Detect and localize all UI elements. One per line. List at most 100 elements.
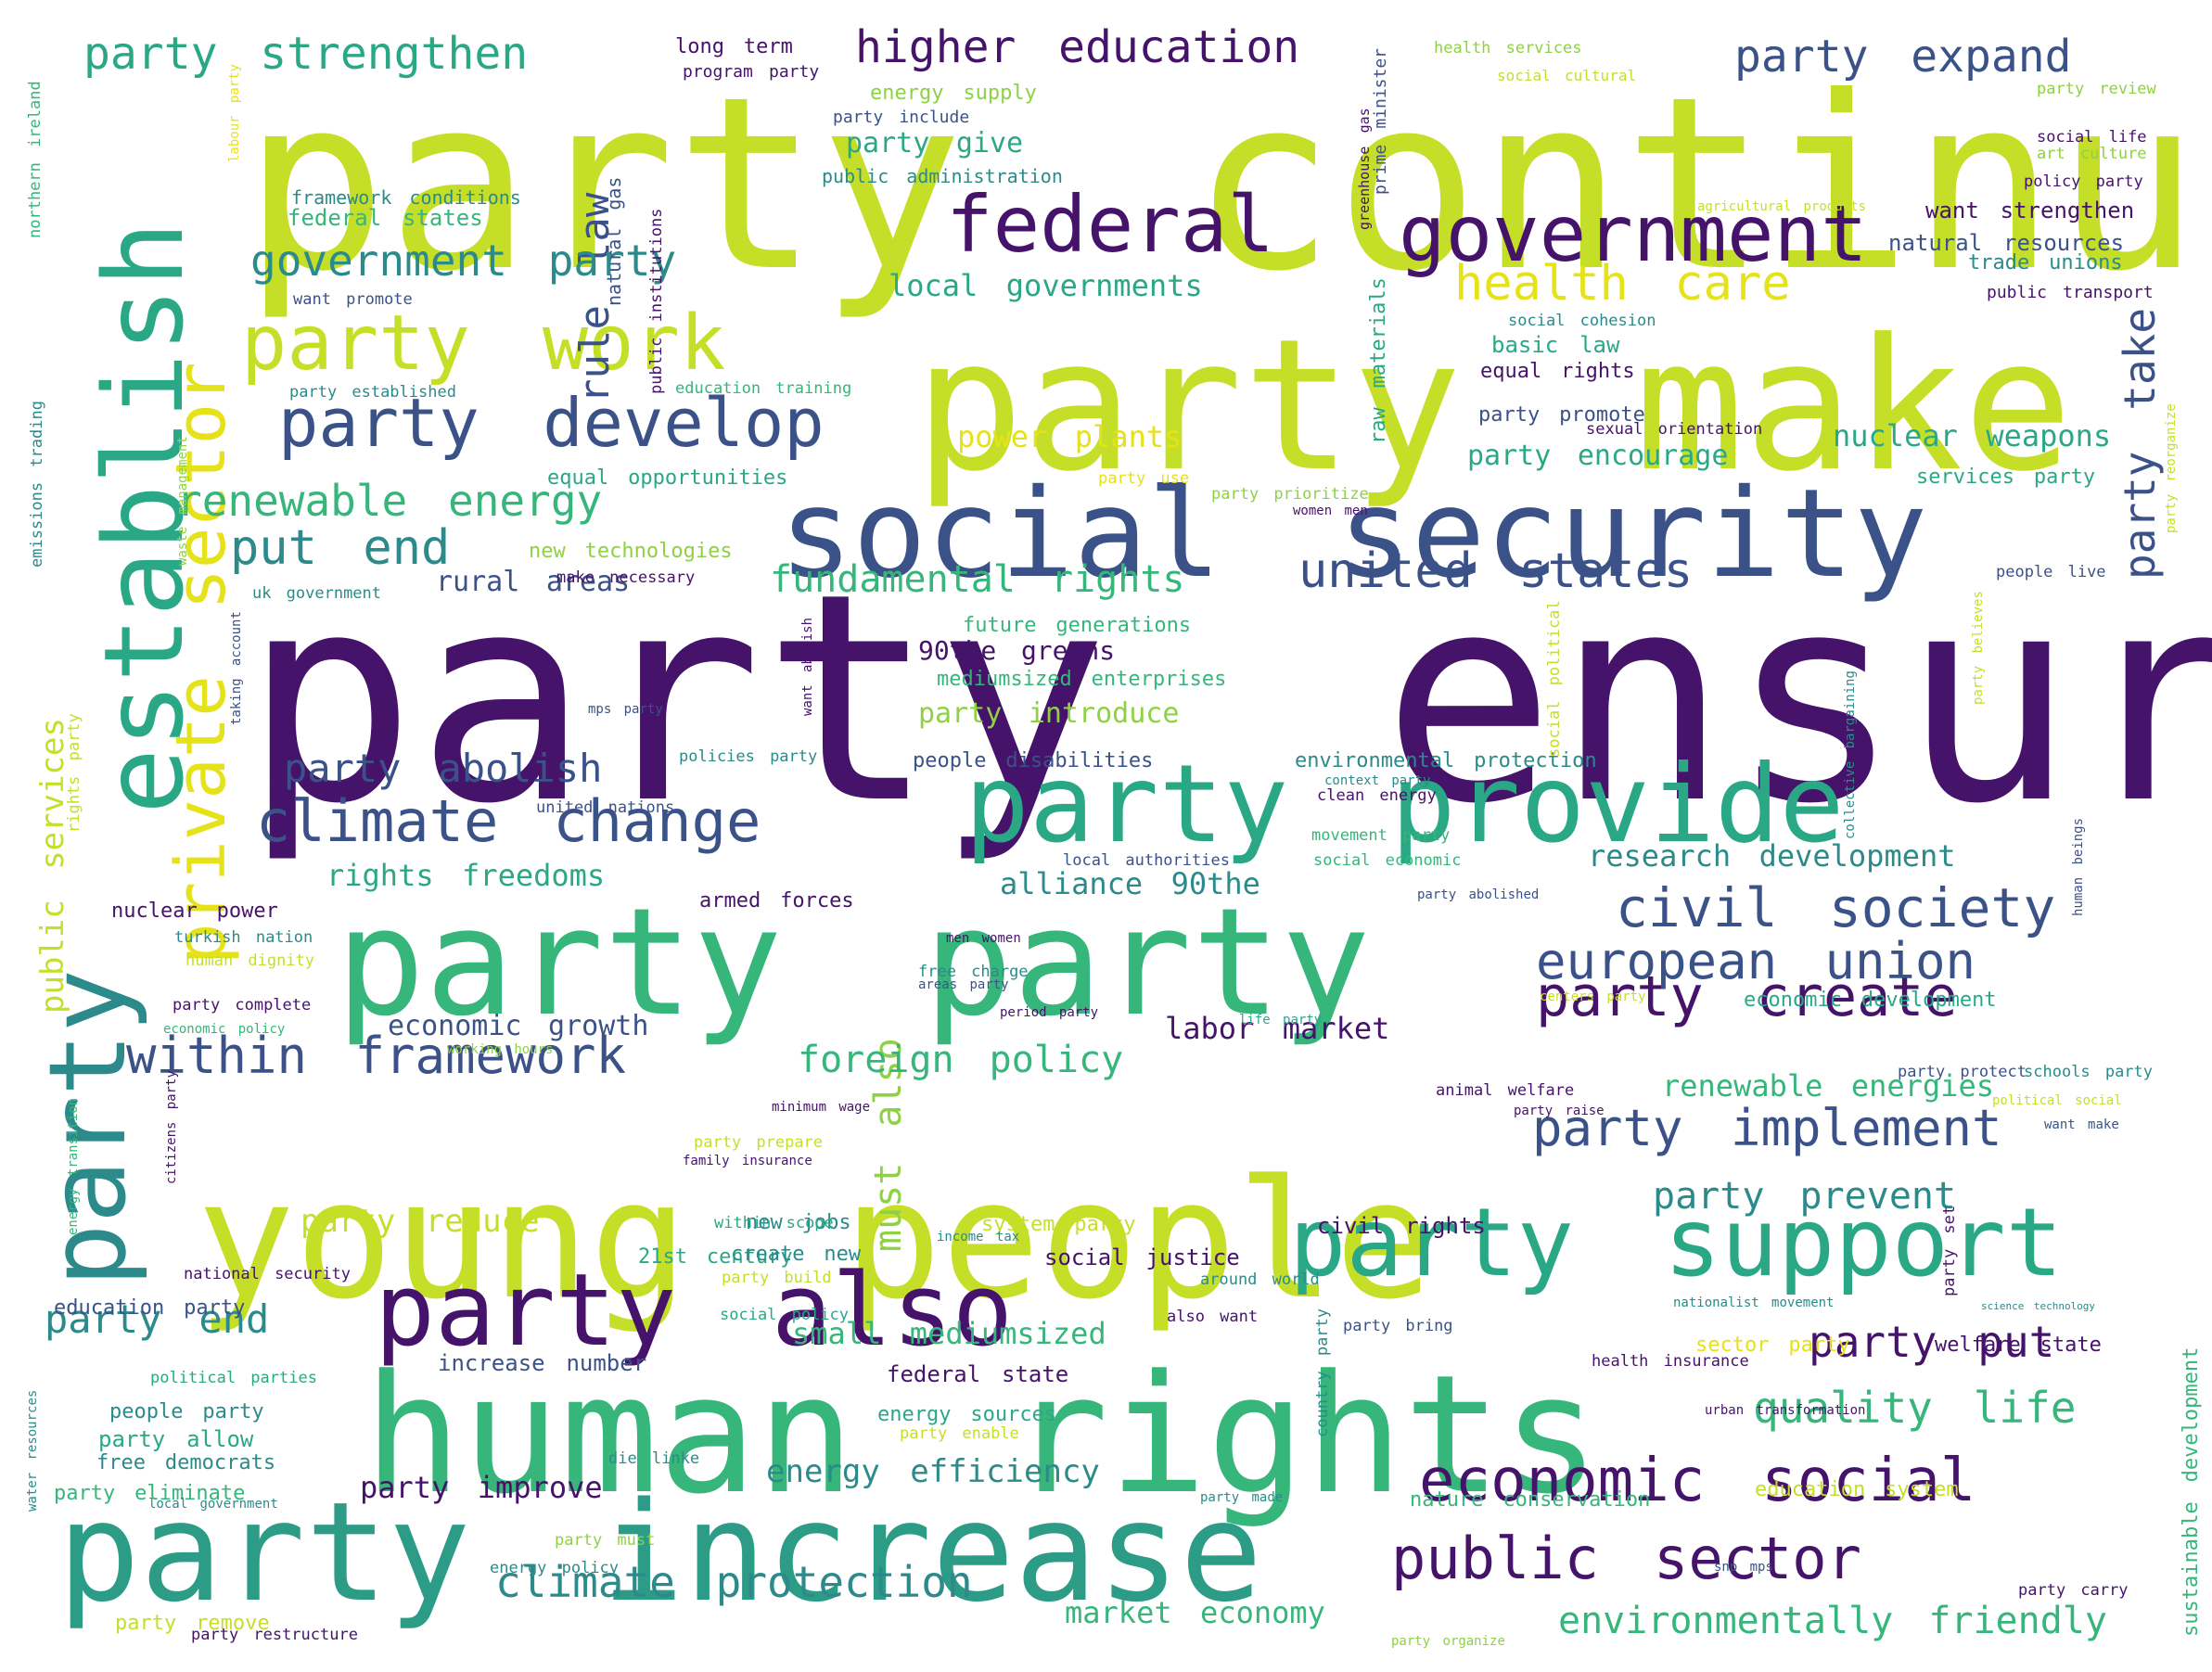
word-party-create: party create [1536,964,1958,1029]
word-emissions-trading: emissions trading [28,401,46,568]
word-party-increase: party increase [58,1473,1263,1632]
word-increase-number: increase number [438,1350,647,1376]
word-alliance-90the: alliance 90the [1000,866,1260,901]
word-renewable-energy: renewable energy [176,476,603,526]
word-uk-government: uk government [252,584,382,603]
word-human-beings: human beings [2071,817,2086,916]
word-clean-energy: clean energy [1317,786,1437,805]
word-turkish-nation: turkish nation [174,928,313,947]
word-fundamental-rights: fundamental rights [770,558,1185,601]
word-party-continue: party continue [243,45,2212,324]
word-education-training: education training [675,379,852,398]
word-energy-transition: energy transition [66,1097,81,1235]
word-economic-development: economic development [1744,989,1997,1012]
word-sustainable-development: sustainable development [2180,1347,2203,1637]
word-party-encourage: party encourage [1467,440,1729,472]
word-federal: federal [946,179,1275,270]
word-local-authorities: local authorities [1063,851,1230,870]
word-social-policy: social policy [720,1306,850,1324]
word-party-review: party review [2037,80,2156,98]
word-public-services: public services [34,718,71,1014]
word-women-men: women men [1293,504,1368,518]
word-civil-rights: civil rights [1317,1213,1486,1239]
word-welfare-state: welfare state [1935,1334,2102,1357]
word-federal-state: federal state [887,1361,1069,1387]
word-party-made: party made [1200,1490,1284,1505]
word-party-expand: party expand [1734,31,2072,83]
word-energy-efficiency: energy efficiency [766,1453,1100,1490]
word-foreign-policy: foreign policy [798,1039,1124,1081]
word-natural-gas: natural gas [603,176,625,306]
word-civil-society: civil society [1616,876,2056,939]
word-party-abolish: party abolish [284,746,603,791]
word-create-new: create new [731,1243,862,1266]
word-party-bring: party bring [1343,1317,1453,1335]
word-social-security: social security [779,463,1928,606]
word-nuclear-weapons: nuclear weapons [1833,418,2112,453]
word-framework-conditions: framework conditions [291,186,521,209]
word-armed-forces: armed forces [699,889,854,913]
word-program-party: program party [683,62,820,82]
word-climate-change: climate change [256,787,761,855]
word-renewable-energies: renewable energies [1662,1068,1994,1104]
word-areas-party: areas party [918,977,1009,992]
word-party-raise: party raise [1514,1104,1605,1118]
word-party-allow: party allow [98,1426,254,1452]
word-social-cultural: social cultural [1497,67,1637,84]
word-energy-sources: energy sources [877,1403,1057,1426]
word-education-system: education system [1755,1478,1959,1501]
word-party-organize: party organize [1391,1634,1505,1649]
word-federal-states: federal states [288,205,483,231]
word-party-must: party must [555,1531,656,1550]
word-party-use: party use [1098,469,1190,488]
word-period-party: period party [1000,1005,1099,1020]
word-animal-welfare: animal welfare [1436,1081,1575,1100]
word-minimum-wage: minimum wage [772,1100,871,1115]
word-want-abolish: want abolish [800,617,815,716]
word-party-abolished: party abolished [1417,887,1540,902]
word-party-protect: party protect [1898,1063,2027,1081]
word-new-technologies: new technologies [529,540,733,563]
word-waste-management: waste management [175,436,190,566]
word-party-build: party build [722,1269,832,1287]
word-life-party: life party [1239,1013,1323,1027]
word-party-established: party established [289,383,456,402]
word-party-remove: party remove [115,1612,270,1635]
word-policy-party: policy party [2024,172,2143,191]
word-social-economic: social economic [1313,851,1462,870]
word-nature-conservation: nature conservation [1410,1488,1651,1512]
word-sexual-orientation: sexual orientation [1586,420,1763,439]
word-party-complete: party complete [173,996,312,1015]
word-equal-opportunities: equal opportunities [547,466,788,490]
word-collective-bargaining: collective bargaining [1843,670,1858,839]
word-party-believes: party believes [1971,591,1986,705]
word-health-care: health care [1454,256,1791,312]
word-party-put: party put [1809,1317,2055,1367]
word-party-take: party take [2115,307,2165,580]
word-trade-unions: trade unions [1968,251,2123,274]
word-make-necessary: make necessary [556,568,696,587]
word-future-generations: future generations [963,614,1192,637]
word-party-reduce: party reduce [300,1203,540,1240]
word-government: government [1399,188,1868,279]
word-mediumsized-enterprises: mediumsized enterprises [937,668,1227,691]
word-party-carry: party carry [2018,1581,2129,1600]
word-greenhouse-gas: greenhouse gas [1356,108,1373,230]
word-health-insurance: health insurance [1592,1352,1749,1371]
word-economic-policy: economic policy [163,1022,286,1037]
word-90the-greens: 90the greens [918,635,1116,666]
word-economic-growth: economic growth [388,1010,649,1042]
word-higher-education: higher education [855,21,1300,73]
word-also-want: also want [1167,1308,1259,1326]
word-movement-party: movement party [1311,826,1451,845]
word-citizens-party: citizens party [164,1070,179,1184]
word-public-transport: public transport [1987,283,2154,302]
word-education-party: education party [54,1296,246,1320]
word-labour-party: labour party [227,63,242,162]
word-economic-social: economic social [1419,1447,1976,1515]
word-sector-party: sector party [1695,1334,1850,1357]
word-water-resources: water resources [25,1389,40,1512]
word-young-people: young people [197,1145,1434,1335]
word-around-world: around world [1200,1270,1320,1289]
word-party-make: party make [914,300,2073,512]
